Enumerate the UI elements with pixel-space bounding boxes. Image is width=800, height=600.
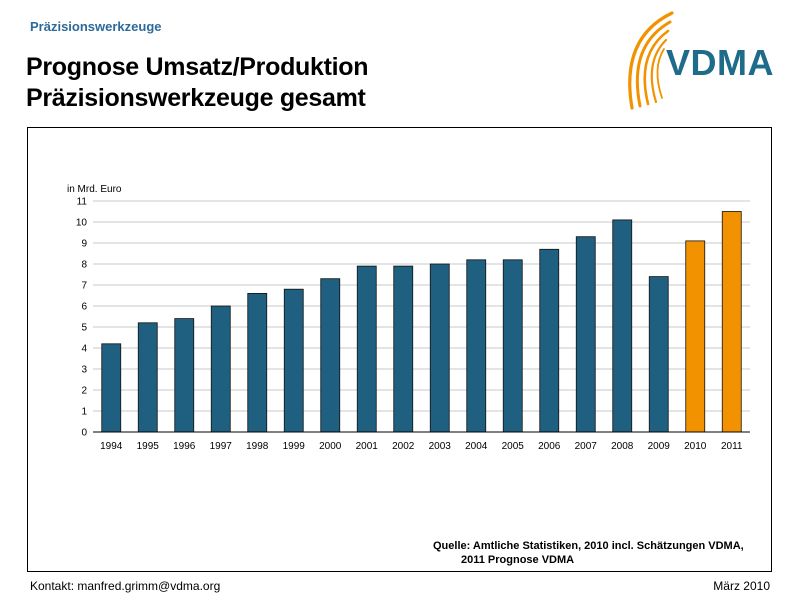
bar-1996: [174, 318, 195, 433]
logo-arcs: [628, 11, 674, 110]
bar-2000: [320, 278, 341, 433]
y-tick-label: 6: [81, 302, 87, 313]
page-title: Prognose Umsatz/Produktion Präzisionswer…: [26, 52, 369, 114]
y-tick-label: 11: [77, 197, 88, 208]
y-tick-label: 10: [76, 218, 88, 229]
x-tick-label: 2006: [538, 441, 561, 452]
bar-2009: [648, 276, 669, 433]
bar-2007: [575, 236, 596, 433]
y-tick-label: 2: [81, 386, 87, 397]
y-tick-label: 3: [81, 365, 87, 376]
bar-1994: [101, 343, 122, 433]
contact-footer: Kontakt: manfred.grimm@vdma.org: [30, 579, 221, 593]
bar-2005: [502, 259, 523, 433]
logo-arc-2: [635, 20, 672, 108]
bar-2006: [539, 248, 560, 433]
x-tick-label: 1997: [210, 441, 233, 452]
x-tick-label: 1996: [173, 441, 196, 452]
x-tick-label: 2003: [429, 441, 452, 452]
logo-arc-3: [643, 29, 670, 106]
x-tick-label: 2009: [648, 441, 671, 452]
logo-arc-1: [628, 11, 674, 110]
x-tick-label: 2005: [502, 441, 525, 452]
date-footer: März 2010: [713, 579, 770, 593]
x-tick-label: 2007: [575, 441, 598, 452]
bar-2011: [721, 211, 742, 433]
x-tick-label: 1994: [100, 441, 123, 452]
y-axis-label: in Mrd. Euro: [67, 184, 122, 195]
x-tick-label: 1999: [283, 441, 306, 452]
bar-2003: [429, 263, 450, 433]
bar-1998: [247, 292, 268, 433]
bar-1997: [210, 305, 231, 433]
y-tick-label: 5: [81, 323, 87, 334]
x-tick-label: 2000: [319, 441, 342, 452]
bar-1999: [283, 288, 304, 433]
x-tick-label: 2008: [611, 441, 634, 452]
x-tick-label: 2011: [721, 441, 743, 452]
bar-2001: [356, 265, 377, 433]
bar-chart: 0 1 2 3 4 5 6 7 8 9 10 11 in Mrd. Euro 1994 1995 1996 19…: [67, 184, 750, 452]
y-tick-label: 8: [81, 260, 87, 271]
y-tick-label: 0: [81, 428, 87, 439]
source-note: Quelle: Amtliche Statistiken, 2010 incl.…: [433, 539, 744, 567]
y-tick-label: 9: [81, 239, 87, 250]
bar-2002: [393, 265, 414, 433]
bar-2010: [685, 240, 706, 433]
logo-arc-5: [656, 48, 665, 99]
x-tick-label: 2002: [392, 441, 415, 452]
bar-1995: [137, 322, 158, 433]
y-tick-label: 7: [81, 281, 87, 292]
title-line-2: Präzisionswerkzeuge gesamt: [26, 84, 366, 112]
source-line-1: Quelle: Amtliche Statistiken, 2010 incl.…: [433, 540, 744, 552]
x-tick-label: 1998: [246, 441, 269, 452]
source-line-2: 2011 Prognose VDMA: [461, 554, 575, 566]
bar-2008: [612, 219, 633, 433]
logo-text: VDMA: [666, 42, 774, 83]
title-line-1: Prognose Umsatz/Produktion: [26, 53, 369, 81]
bar-2004: [466, 259, 487, 433]
logo-arc-4: [650, 38, 668, 104]
y-tick-label: 1: [81, 407, 87, 418]
section-label: Präzisionswerkzeuge: [30, 19, 162, 34]
x-tick-label: 1995: [137, 441, 160, 452]
x-tick-label: 2004: [465, 441, 488, 452]
x-tick-label: 2001: [356, 441, 379, 452]
vdma-logo: [628, 11, 674, 110]
x-tick-label: 2010: [684, 441, 707, 452]
y-tick-label: 4: [81, 344, 87, 355]
